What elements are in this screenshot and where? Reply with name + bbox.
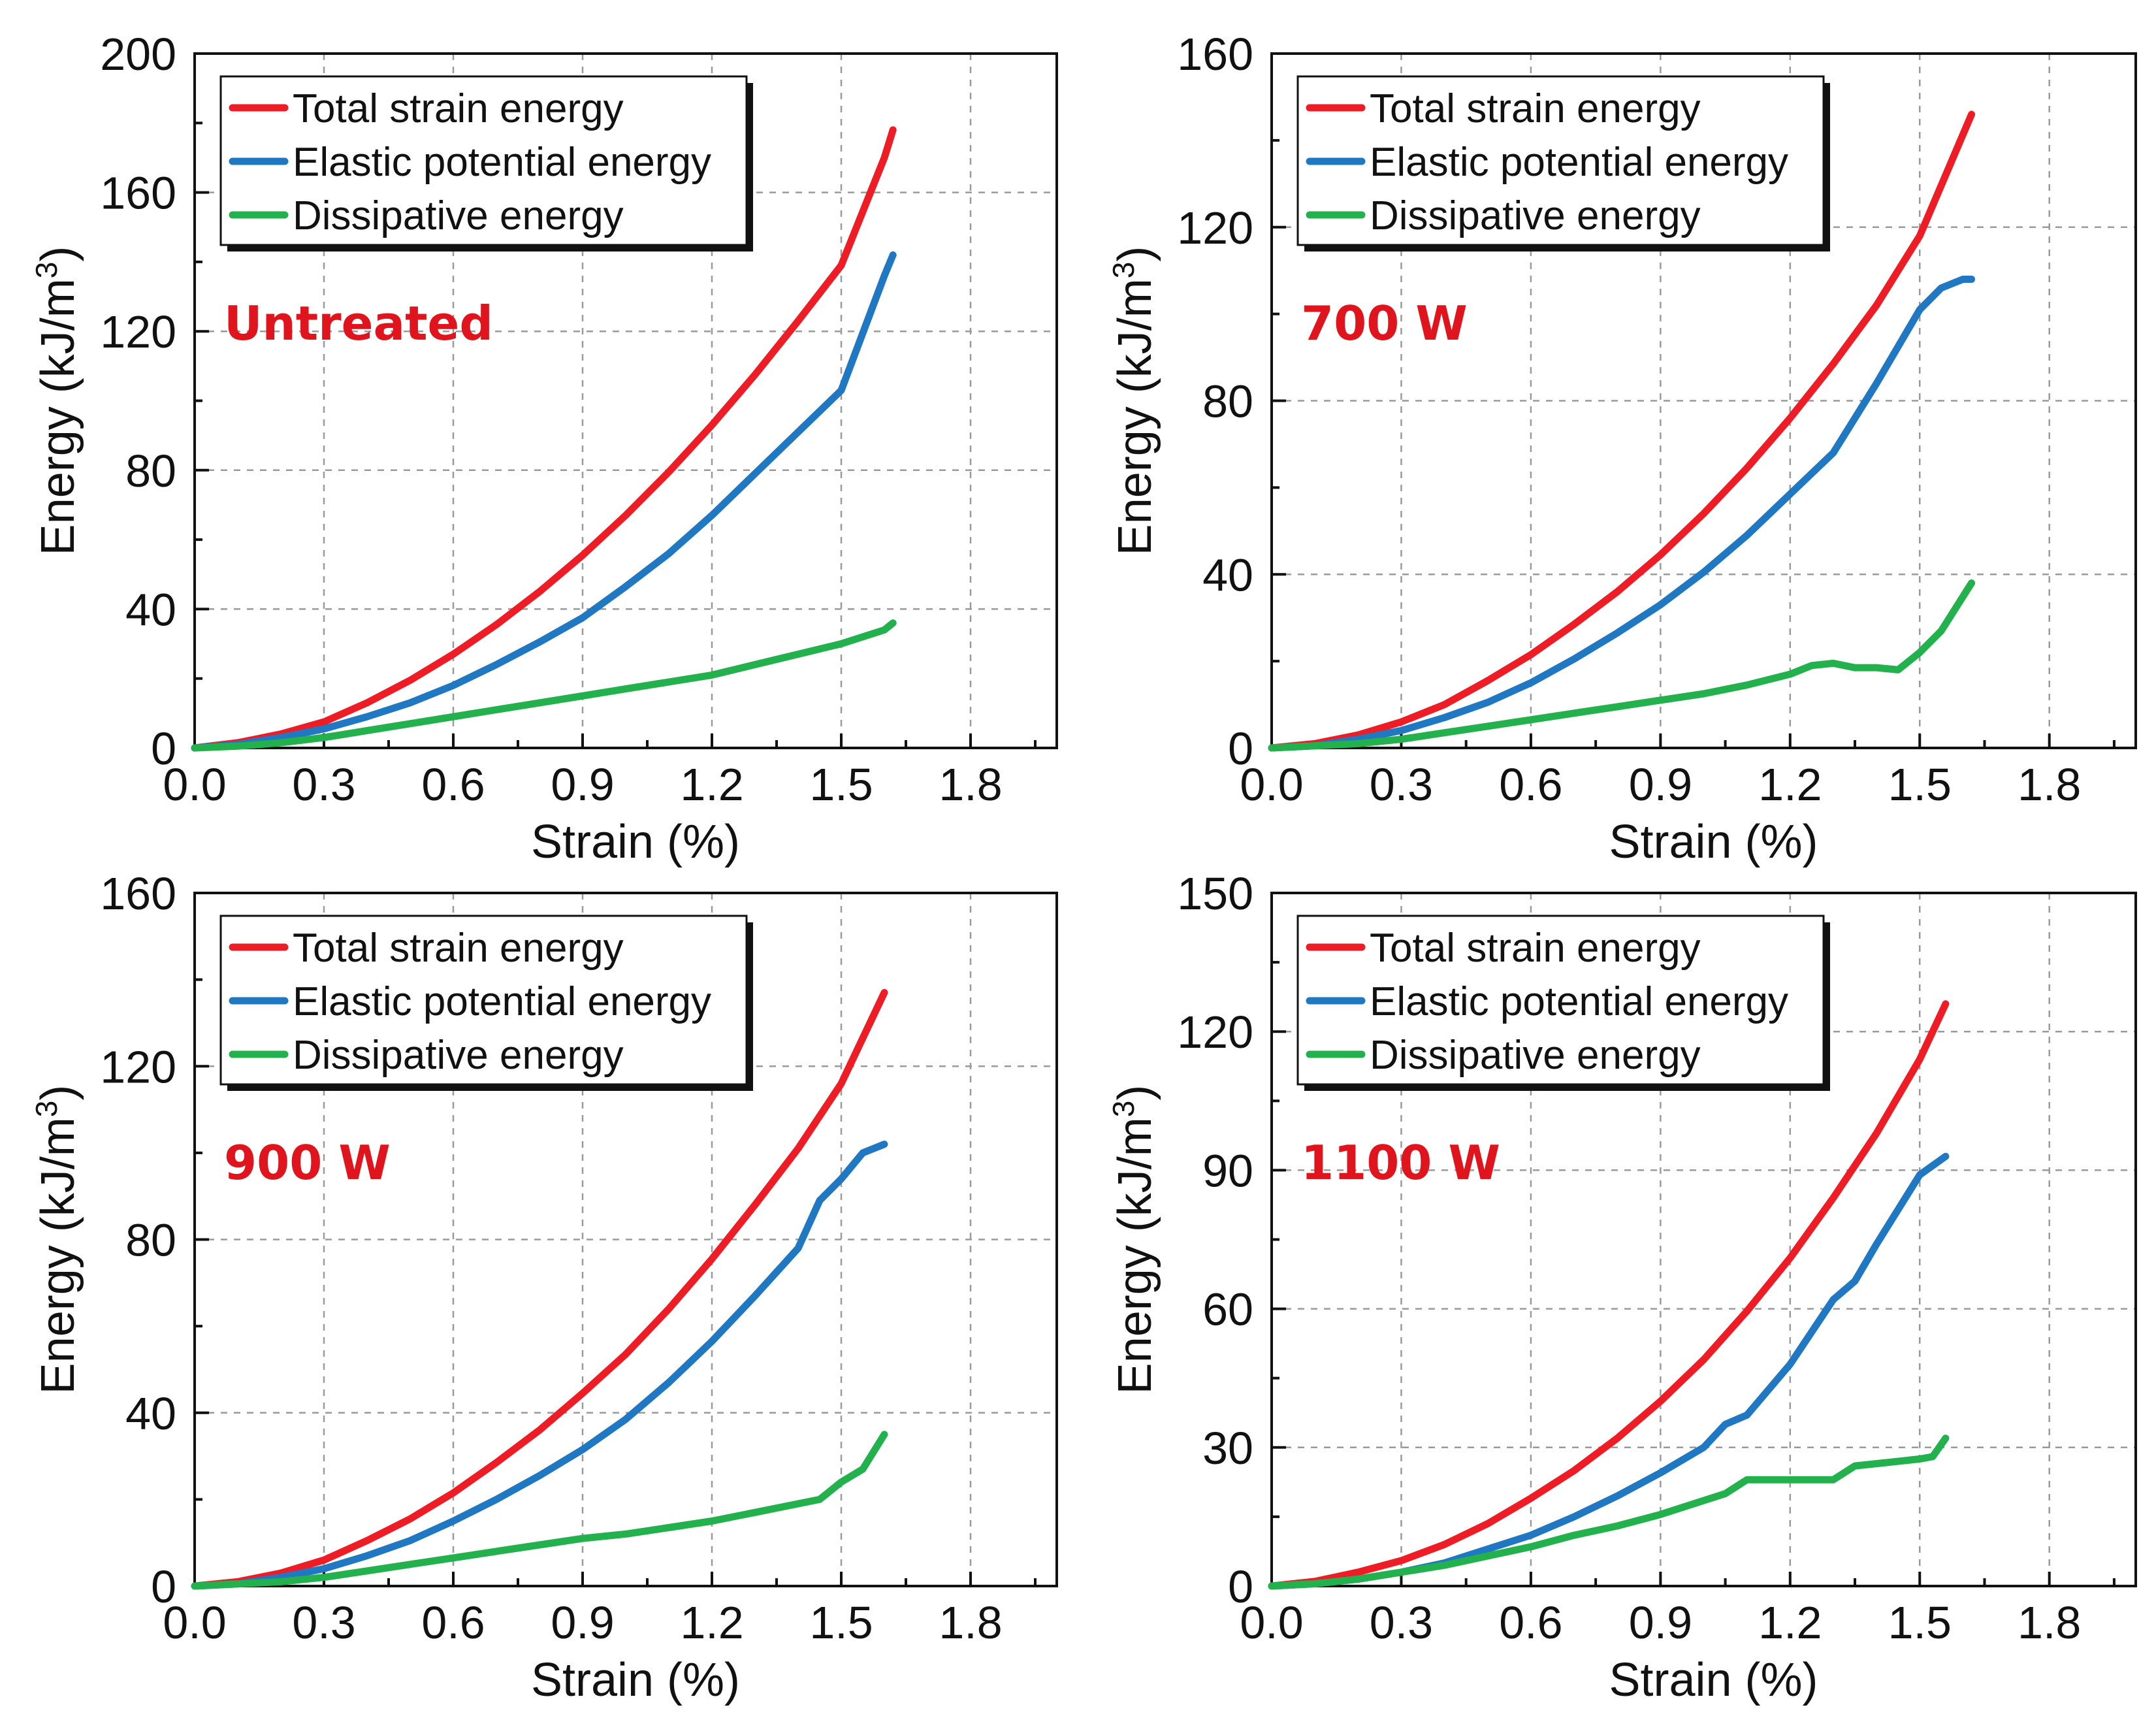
x-tick-label: 0.6 <box>421 1597 485 1648</box>
chart-panel-1: 0.0 0.3 0.6 0.9 1.2 1.5 1.8 0 40 80 120 160 200 Strai… <box>29 29 1058 868</box>
legend <box>219 75 748 246</box>
y-axis-title: Energy (kJ/m3) <box>29 1085 84 1395</box>
y-tick-label: 120 <box>100 1041 176 1092</box>
legend-entry: Total strain energy <box>1370 86 1701 131</box>
y-tick-label: 160 <box>100 868 176 919</box>
y-tick-label: 150 <box>1177 868 1253 919</box>
chart-panel-2: 0.0 0.3 0.6 0.9 1.2 1.5 1.8 0 40 80 120 160 Strain (… <box>1106 29 2137 868</box>
x-tick-label: 0.3 <box>292 759 355 810</box>
legend-entry: Dissipative energy <box>293 1033 624 1078</box>
x-axis-title: Strain (%) <box>531 1654 740 1706</box>
y-tick-label: 0 <box>1228 723 1253 774</box>
x-axis-title: Strain (%) <box>1609 1654 1818 1706</box>
series-line-dissipative <box>1268 579 1976 752</box>
y-tick-label: 40 <box>125 1388 176 1439</box>
series-line-dissipative <box>191 619 897 752</box>
x-tick-label: 1.2 <box>1758 759 1822 810</box>
legend-entry: Dissipative energy <box>1370 193 1701 238</box>
legend <box>1296 75 1825 246</box>
x-tick-label: 0.9 <box>1629 759 1692 810</box>
x-tick-label: 0.0 <box>1240 1597 1303 1648</box>
legend-entry: Total strain energy <box>293 86 624 131</box>
y-tick-label: 120 <box>1177 203 1253 253</box>
x-tick-label: 1.8 <box>2018 759 2081 810</box>
series-line-dissipative <box>1268 1434 1950 1590</box>
x-tick-label: 1.5 <box>1888 1597 1952 1648</box>
x-tick-label: 1.5 <box>809 759 873 810</box>
x-tick-label: 1.2 <box>680 1597 743 1648</box>
x-tick-label: 0.6 <box>1499 1597 1562 1648</box>
x-tick-label: 1.8 <box>939 759 1002 810</box>
series-line-elastic <box>1268 1152 1950 1590</box>
panel-label: Untreated <box>224 296 493 351</box>
x-tick-label: 0.3 <box>1370 1597 1433 1648</box>
panel-label: 700 W <box>1301 296 1468 351</box>
legend <box>1296 915 1825 1086</box>
legend-entry: Total strain energy <box>293 926 624 971</box>
x-tick-label: 1.8 <box>939 1597 1002 1648</box>
y-axis-title: Energy (kJ/m3) <box>1106 246 1161 556</box>
legend-entry: Elastic potential energy <box>1370 979 1788 1024</box>
series-line-dissipative <box>191 1431 888 1590</box>
legend-entry: Dissipative energy <box>293 193 624 238</box>
y-tick-label: 40 <box>125 584 176 635</box>
x-tick-label: 0.9 <box>551 759 614 810</box>
x-tick-label: 0.0 <box>1240 759 1303 810</box>
y-tick-label: 80 <box>125 446 176 496</box>
legend-entry: Elastic potential energy <box>293 979 711 1024</box>
y-tick-label: 120 <box>100 306 176 357</box>
x-tick-label: 0.6 <box>421 759 485 810</box>
x-tick-label: 0.9 <box>551 1597 614 1648</box>
y-tick-label: 80 <box>1202 376 1253 427</box>
legend-entry: Dissipative energy <box>1370 1033 1701 1078</box>
x-tick-label: 0.3 <box>292 1597 355 1648</box>
x-tick-label: 0.6 <box>1499 759 1562 810</box>
panel-label: 1100 W <box>1301 1135 1500 1190</box>
x-tick-label: 0.0 <box>163 759 226 810</box>
series-line-total <box>191 126 897 752</box>
panel-label: 900 W <box>224 1135 391 1190</box>
y-axis-title: Energy (kJ/m3) <box>1106 1085 1161 1395</box>
x-tick-label: 1.5 <box>1888 759 1952 810</box>
series-line-total <box>1268 1000 1950 1590</box>
x-tick-label: 0.9 <box>1629 1597 1692 1648</box>
series-line-elastic <box>1268 276 1976 752</box>
y-tick-label: 0 <box>1228 1561 1253 1612</box>
chart-panel-4: 0.0 0.3 0.6 0.9 1.2 1.5 1.8 0 30 60 90 120 150 Strain… <box>1106 868 2137 1706</box>
y-tick-label: 80 <box>125 1215 176 1266</box>
x-tick-label: 1.2 <box>680 759 743 810</box>
x-axis-title: Strain (%) <box>531 816 740 868</box>
y-tick-label: 90 <box>1202 1145 1253 1196</box>
y-tick-label: 30 <box>1202 1423 1253 1474</box>
y-tick-label: 0 <box>151 723 176 774</box>
y-axis-title: Energy (kJ/m3) <box>29 246 84 556</box>
x-tick-label: 1.2 <box>1758 1597 1822 1648</box>
series-line-elastic <box>191 251 897 752</box>
y-tick-label: 0 <box>151 1561 176 1612</box>
legend-entry: Elastic potential energy <box>293 140 711 185</box>
chart-panel-3: 0.0 0.3 0.6 0.9 1.2 1.5 1.8 0 40 80 120 160 Strain (… <box>29 868 1058 1706</box>
series-line-total <box>1268 110 1976 752</box>
y-tick-label: 40 <box>1202 549 1253 600</box>
x-tick-label: 1.5 <box>809 1597 873 1648</box>
x-tick-label: 0.3 <box>1370 759 1433 810</box>
series-line-total <box>191 989 888 1590</box>
x-tick-label: 0.0 <box>163 1597 226 1648</box>
y-tick-label: 60 <box>1202 1284 1253 1335</box>
x-tick-label: 1.8 <box>2018 1597 2081 1648</box>
y-tick-label: 160 <box>100 168 176 219</box>
y-tick-label: 160 <box>1177 29 1253 80</box>
legend-entry: Total strain energy <box>1370 926 1701 971</box>
x-axis-title: Strain (%) <box>1609 816 1818 868</box>
y-tick-label: 200 <box>100 29 176 80</box>
legend-entry: Elastic potential energy <box>1370 140 1788 185</box>
series-line-elastic <box>191 1141 888 1590</box>
y-tick-label: 120 <box>1177 1007 1253 1058</box>
legend <box>219 915 748 1086</box>
